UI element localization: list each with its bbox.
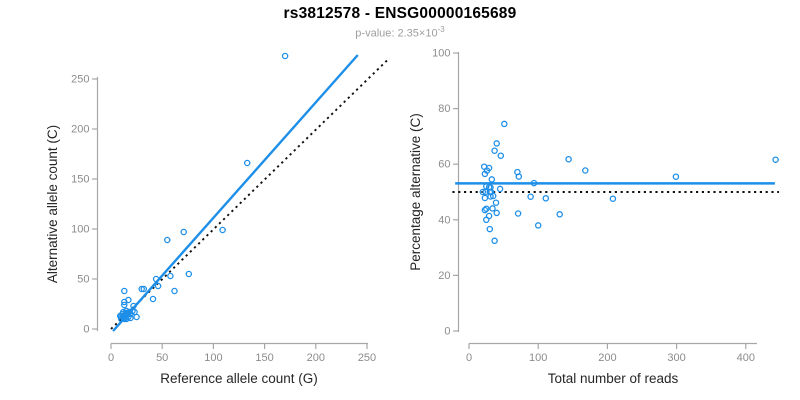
right-axes: 0 20 40 60 80 100 0 100 200 300 400 <box>432 48 757 364</box>
y-tick-label: 0 <box>83 324 89 336</box>
data-point <box>154 282 162 290</box>
identity-line <box>110 57 391 330</box>
right-points <box>479 120 779 245</box>
data-point <box>487 184 494 191</box>
x-tick-label: 200 <box>598 352 616 364</box>
x-tick-label: 50 <box>156 352 168 364</box>
data-point <box>565 155 572 163</box>
data-point <box>185 270 193 278</box>
y-tick-label: 50 <box>77 274 89 286</box>
x-tick-label: 200 <box>307 352 325 364</box>
data-point <box>556 211 563 218</box>
y-tick-label: 100 <box>432 48 450 60</box>
data-point <box>152 275 160 283</box>
data-point <box>138 285 145 293</box>
y-tick-label: 80 <box>438 103 450 115</box>
x-tick-label: 100 <box>529 352 547 364</box>
data-point <box>485 164 493 172</box>
data-point <box>243 159 251 167</box>
data-point <box>483 205 490 212</box>
y-tick-label: 40 <box>438 214 450 226</box>
data-point <box>497 152 505 159</box>
p-value-text: p-value: 2.35×10 <box>355 27 438 40</box>
data-point <box>530 179 538 187</box>
y-tick-label: 150 <box>71 174 89 186</box>
data-point <box>514 210 522 217</box>
left-x-axis-title: Reference allele count (G) <box>160 371 318 386</box>
x-tick-label: 150 <box>255 352 273 364</box>
x-tick-label: 300 <box>667 352 685 364</box>
data-point <box>515 173 523 180</box>
data-point <box>493 140 500 147</box>
data-point <box>488 176 496 183</box>
y-tick-label: 250 <box>71 74 89 86</box>
p-value-exponent: -3 <box>437 25 445 34</box>
data-point <box>527 193 534 200</box>
y-tick-label: 100 <box>71 224 89 236</box>
y-tick-label: 60 <box>438 159 450 171</box>
data-point <box>149 295 157 303</box>
left-lines <box>110 54 391 332</box>
data-point <box>167 272 174 280</box>
data-point <box>125 296 132 304</box>
data-point <box>171 287 178 295</box>
x-tick-label: 100 <box>204 352 222 364</box>
data-point <box>772 156 779 163</box>
x-tick-label: 250 <box>358 352 376 364</box>
y-tick-label: 20 <box>438 270 450 282</box>
left-points <box>116 52 289 323</box>
data-point <box>483 216 490 224</box>
right-lines <box>452 182 780 193</box>
data-point <box>492 199 500 206</box>
left-y-axis-title: Alternative allele count (C) <box>45 125 60 283</box>
panel-ref-vs-alt: 0 50 100 150 200 250 0 50 100 150 200 250 Reference… <box>45 52 391 386</box>
data-point <box>281 52 289 60</box>
x-tick-label: 400 <box>737 352 755 364</box>
x-tick-label: 0 <box>466 352 472 364</box>
data-point <box>481 206 489 214</box>
left-axes: 0 50 100 150 200 250 0 50 100 150 200 250 <box>71 74 376 365</box>
data-point <box>121 301 128 309</box>
figure-subtitle: p-value: 2.35×10-3 <box>0 25 800 40</box>
data-point <box>491 147 498 154</box>
data-point <box>219 226 226 234</box>
right-x-axis-title: Total number of reads <box>548 371 679 386</box>
data-point <box>501 120 508 128</box>
x-tick-label: 0 <box>108 352 114 364</box>
data-point <box>481 170 489 178</box>
data-point <box>582 167 589 174</box>
data-point <box>489 205 496 212</box>
data-point <box>479 188 487 196</box>
data-point <box>140 285 148 293</box>
figure-title: rs3812578 - ENSG00000165689 <box>283 5 517 22</box>
data-point <box>127 314 134 322</box>
data-point <box>180 228 187 236</box>
data-point <box>496 185 504 193</box>
regression-line <box>112 54 359 332</box>
data-point <box>493 209 500 217</box>
data-point <box>491 237 498 245</box>
data-point <box>609 195 617 202</box>
data-point <box>481 194 489 202</box>
data-point <box>486 225 494 233</box>
data-point <box>121 287 128 295</box>
panel-total-vs-pct: 0 20 40 60 80 100 0 100 200 300 400 Total number o… <box>408 48 780 386</box>
data-point <box>133 313 140 321</box>
data-point <box>534 222 542 229</box>
y-tick-label: 200 <box>71 124 89 136</box>
data-point <box>123 315 130 323</box>
right-y-axis-title: Percentage alternative (C) <box>408 113 423 271</box>
data-point <box>542 195 550 202</box>
data-point <box>489 192 497 200</box>
y-tick-label: 0 <box>444 326 450 338</box>
data-point <box>487 193 494 200</box>
data-point <box>164 236 171 244</box>
data-point <box>672 173 680 180</box>
